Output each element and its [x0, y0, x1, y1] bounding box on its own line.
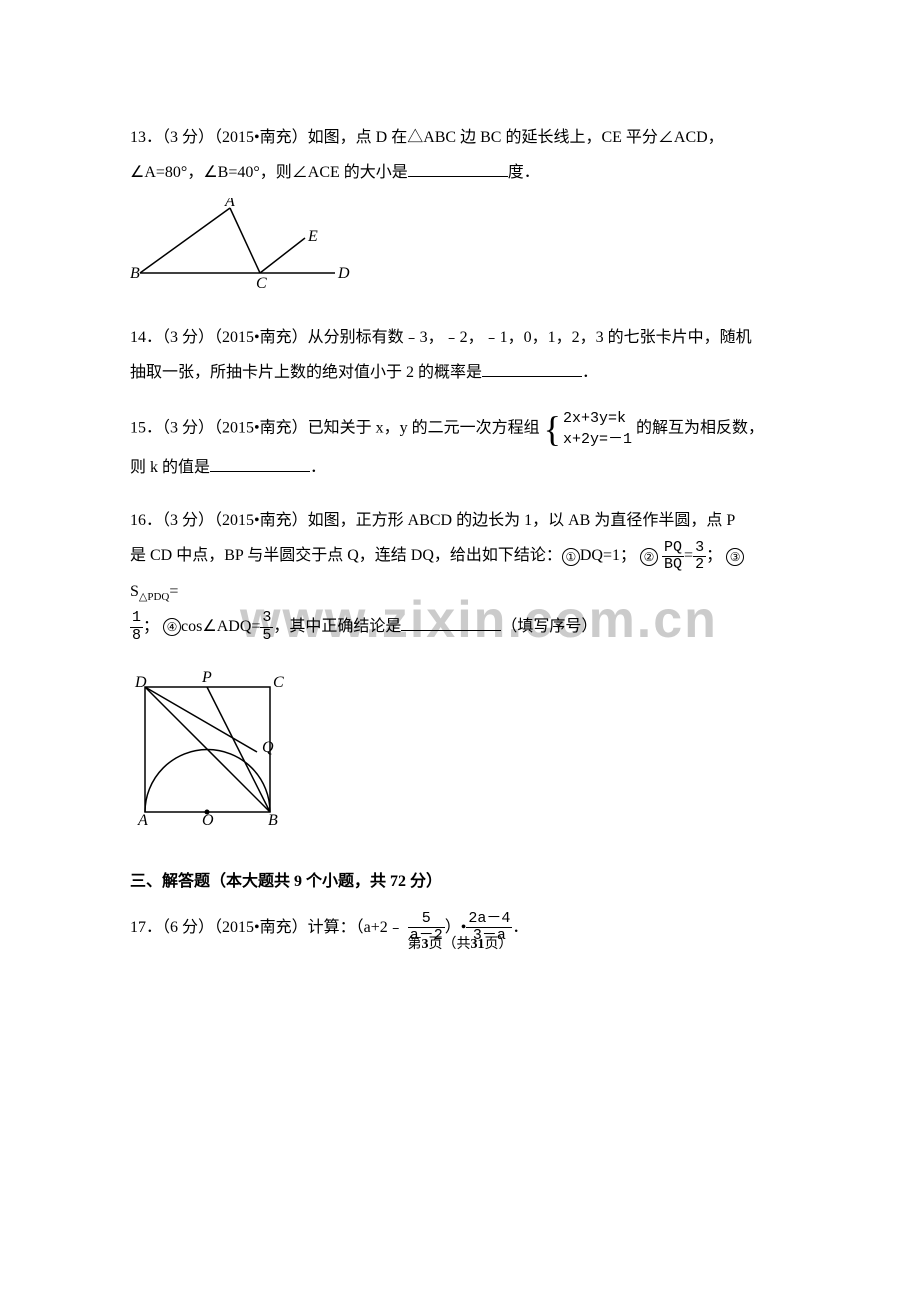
- problem-16: 16．（3 分）（2015•南充）如图，正方形 ABCD 的边长为 1，以 AB…: [130, 503, 790, 840]
- p16-frac3: 18: [130, 610, 143, 644]
- p13-text1: 如图，点 D 在△ABC 边 BC 的延长线上，CE 平分∠ACD，: [308, 129, 724, 146]
- problem-13-line2: ∠A=80°，∠B=40°，则∠ACE 的大小是 度．: [130, 155, 790, 190]
- p13-C-label: C: [256, 275, 267, 288]
- p13-A-label: A: [224, 198, 235, 210]
- p16-A-label: A: [137, 812, 148, 827]
- p15-blank: [210, 453, 310, 472]
- p15-system: { 2x+3y=k x+2y=－1: [544, 408, 632, 450]
- p16-eq2: =: [169, 583, 178, 600]
- p16-line3: 18； ④cos∠ADQ=35，其中正确结论是 （填写序号）: [130, 609, 790, 644]
- p13-points: （3 分）: [162, 129, 214, 146]
- p16-P-label: P: [201, 669, 212, 686]
- p16-c4: ④: [163, 618, 181, 636]
- p17-frac1: 5a－2: [408, 911, 445, 945]
- content: 13．（3 分）（2015•南充）如图，点 D 在△ABC 边 BC 的延长线上…: [130, 120, 790, 945]
- p16-O-label: O: [202, 812, 214, 827]
- p15-sys-line2: x+2y=－1: [563, 429, 632, 450]
- p16-eq1: =: [684, 547, 693, 564]
- p15-text1: 已知关于 x，y 的二元一次方程组: [308, 420, 540, 437]
- p14-text2: 抽取一张，所抽卡片上数的绝对值小于 2 的概率是: [130, 364, 482, 381]
- p16-C-label: C: [273, 674, 284, 691]
- p16-text3: ，其中正确结论是: [273, 618, 401, 635]
- p14-label: 14．: [130, 329, 162, 346]
- p16-c2: ②: [640, 548, 658, 566]
- p16-semi1: ；: [706, 547, 722, 564]
- p16-line2: 是 CD 中点，BP 与半圆交于点 Q，连结 DQ，给出如下结论：①DQ=1； …: [130, 538, 790, 609]
- p16-text1: 如图，正方形 ABCD 的边长为 1，以 AB 为直径作半圆，点 P: [308, 512, 736, 529]
- p16-source: （2015•南充）: [214, 512, 308, 529]
- section-3-header: 三、解答题（本大题共 9 个小题，共 72 分）: [130, 866, 790, 898]
- p13-B-label: B: [130, 265, 140, 282]
- p16-line1: 16．（3 分）（2015•南充）如图，正方形 ABCD 的边长为 1，以 AB…: [130, 503, 790, 538]
- p14-line1: 14．（3 分）（2015•南充）从分别标有数﹣3，﹣2，﹣1，0，1，2，3 …: [130, 320, 790, 355]
- p17-text2: ）•: [445, 919, 467, 936]
- p16-D-label: D: [134, 674, 147, 691]
- p16-frac4: 35: [260, 610, 273, 644]
- p16-blank: [401, 612, 501, 631]
- p13-figure: B C D A E: [130, 198, 790, 301]
- brace-icon: {: [544, 415, 561, 444]
- p13-D-label: D: [337, 265, 350, 282]
- problem-17: 17．（6 分）（2015•南充）计算：（a+2﹣ 5a－2）•2a－43－a．: [130, 910, 790, 945]
- p14-text3: ．: [582, 364, 598, 381]
- problem-15: 15．（3 分）（2015•南充）已知关于 x，y 的二元一次方程组 { 2x+…: [130, 408, 790, 485]
- p14-blank: [482, 358, 582, 377]
- p16-frac2: 32: [693, 540, 706, 574]
- p15-line2: 则 k 的值是 ．: [130, 450, 790, 485]
- p17-line1: 17．（6 分）（2015•南充）计算：（a+2﹣ 5a－2）•2a－43－a．: [130, 910, 790, 945]
- p15-text3: 则 k 的值是: [130, 459, 210, 476]
- p17-label: 17．: [130, 919, 162, 936]
- p17-text1: 计算：（a+2﹣: [308, 919, 404, 936]
- p13-blank: [408, 158, 508, 177]
- problem-14: 14．（3 分）（2015•南充）从分别标有数﹣3，﹣2，﹣1，0，1，2，3 …: [130, 320, 790, 390]
- p14-line2: 抽取一张，所抽卡片上数的绝对值小于 2 的概率是 ．: [130, 355, 790, 390]
- p13-source: （2015•南充）: [214, 129, 308, 146]
- problem-13: 13．（3 分）（2015•南充）如图，点 D 在△ABC 边 BC 的延长线上…: [130, 120, 790, 302]
- p15-text4: ．: [310, 459, 326, 476]
- p15-label: 15．: [130, 420, 162, 437]
- p16-c1text: DQ=1；: [580, 547, 636, 564]
- p16-c1: ①: [562, 548, 580, 566]
- p13-E-label: E: [307, 228, 318, 245]
- problem-13-text: 13．（3 分）（2015•南充）如图，点 D 在△ABC 边 BC 的延长线上…: [130, 120, 790, 155]
- p15-source: （2015•南充）: [214, 420, 308, 437]
- p16-c3text: S: [130, 583, 139, 600]
- p16-text4: （填写序号）: [501, 618, 597, 635]
- p14-points: （3 分）: [162, 329, 214, 346]
- p15-line1: 15．（3 分）（2015•南充）已知关于 x，y 的二元一次方程组 { 2x+…: [130, 408, 790, 450]
- p16-Q-label: Q: [262, 739, 274, 756]
- p16-frac1: PQBQ: [662, 540, 684, 574]
- p17-points: （6 分）: [162, 919, 214, 936]
- p17-frac2: 2a－43－a: [466, 911, 512, 945]
- p15-text2: 的解互为相反数，: [636, 420, 764, 437]
- p16-label: 16．: [130, 512, 162, 529]
- p16-c4text: cos∠ADQ=: [181, 618, 260, 635]
- p16-figure: D P C Q A O B: [130, 652, 790, 840]
- p16-c3: ③: [726, 548, 744, 566]
- p16-semi2: ；: [143, 618, 159, 635]
- p14-text1: 从分别标有数﹣3，﹣2，﹣1，0，1，2，3 的七张卡片中，随机: [308, 329, 752, 346]
- p16-points: （3 分）: [162, 512, 214, 529]
- p14-source: （2015•南充）: [214, 329, 308, 346]
- p13-label: 13．: [130, 129, 162, 146]
- p16-text2: 是 CD 中点，BP 与半圆交于点 Q，连结 DQ，给出如下结论：: [130, 547, 562, 564]
- p17-text3: ．: [512, 919, 528, 936]
- p13-text3: 度．: [508, 164, 540, 181]
- p16-c3sub: △PDQ: [139, 591, 169, 603]
- p15-points: （3 分）: [162, 420, 214, 437]
- p15-sys-line1: 2x+3y=k: [563, 408, 632, 429]
- p17-source: （2015•南充）: [214, 919, 308, 936]
- p16-B-label: B: [268, 812, 278, 827]
- p13-text2: ∠A=80°，∠B=40°，则∠ACE 的大小是: [130, 164, 408, 181]
